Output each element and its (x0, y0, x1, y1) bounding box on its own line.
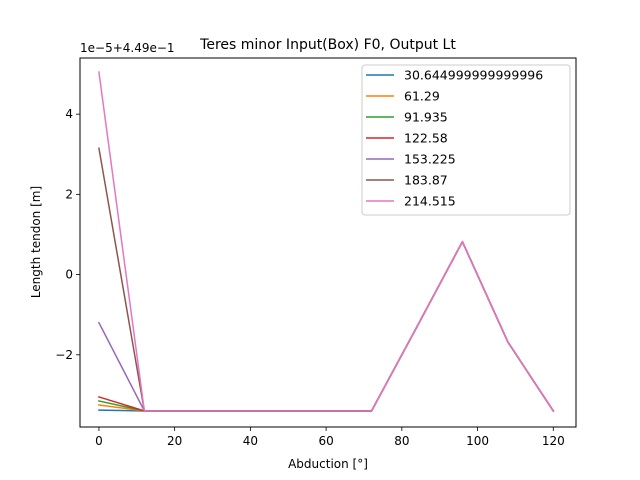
legend-box (361, 64, 571, 216)
plot-frame (79, 57, 577, 428)
y-offset-text: 1e−5+4.49e−1 (80, 41, 175, 55)
legend-label-2: 61.29 (404, 89, 440, 104)
legend-label-7: 214.515 (404, 194, 456, 209)
series-line-7 (98, 71, 555, 412)
y-axis-ticks: −2 0 2 4 (55, 107, 80, 362)
x-axis-label: Abduction [°] (288, 457, 368, 471)
x-tick-label: 100 (466, 434, 489, 448)
legend-label-1: 30.644999999999996 (404, 68, 543, 83)
chart-title: Teres minor Input(Box) F0, Output Lt (199, 37, 456, 53)
legend-label-3: 91.935 (404, 110, 448, 125)
x-tick-label: 20 (167, 434, 182, 448)
x-axis-ticks: 0 20 40 60 80 100 120 (95, 427, 565, 448)
x-tick-label: 40 (243, 434, 258, 448)
x-tick-label: 60 (318, 434, 333, 448)
y-tick-label: 4 (65, 107, 73, 121)
x-tick-label: 80 (394, 434, 409, 448)
legend-label-4: 122.58 (404, 131, 448, 146)
legend: 30.644999999999996 61.29 91.935 122.58 153.2… (361, 64, 571, 216)
series-lines (97, 71, 555, 412)
y-tick-label: 0 (65, 268, 73, 282)
legend-label-6: 183.87 (404, 173, 448, 188)
y-tick-label: −2 (55, 348, 73, 362)
y-axis-label: Length tendon [m] (29, 186, 43, 298)
x-tick-label: 0 (95, 434, 103, 448)
x-tick-label: 120 (542, 434, 565, 448)
legend-label-5: 153.225 (404, 152, 456, 167)
y-tick-label: 2 (65, 187, 73, 201)
